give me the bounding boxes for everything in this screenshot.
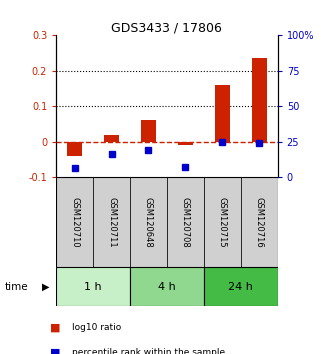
Text: percentile rank within the sample: percentile rank within the sample [72,348,225,354]
Text: log10 ratio: log10 ratio [72,323,121,332]
Text: ▶: ▶ [42,282,49,292]
Bar [93,177,130,267]
Text: GSM120708: GSM120708 [181,197,190,247]
Text: GSM120648: GSM120648 [144,197,153,247]
Text: 1 h: 1 h [84,282,102,292]
Bar [130,177,167,267]
Text: 4 h: 4 h [158,282,176,292]
Bar [252,58,266,142]
Text: GSM120715: GSM120715 [218,197,227,247]
Text: ■: ■ [50,322,60,332]
Text: time: time [5,282,29,292]
Bar [215,85,230,142]
Bar [56,267,130,306]
Bar [167,177,204,267]
Bar [56,177,93,267]
Bar [204,177,241,267]
Bar [141,120,156,142]
Text: GSM120716: GSM120716 [255,197,264,247]
Bar [241,177,278,267]
Text: GSM120711: GSM120711 [107,197,116,247]
Text: ■: ■ [50,347,60,354]
Title: GDS3433 / 17806: GDS3433 / 17806 [111,21,222,34]
Text: GSM120710: GSM120710 [70,197,79,247]
Bar [104,135,119,142]
Bar [130,267,204,306]
Bar [67,142,82,156]
Bar [178,142,193,145]
Bar [204,267,278,306]
Text: 24 h: 24 h [228,282,253,292]
